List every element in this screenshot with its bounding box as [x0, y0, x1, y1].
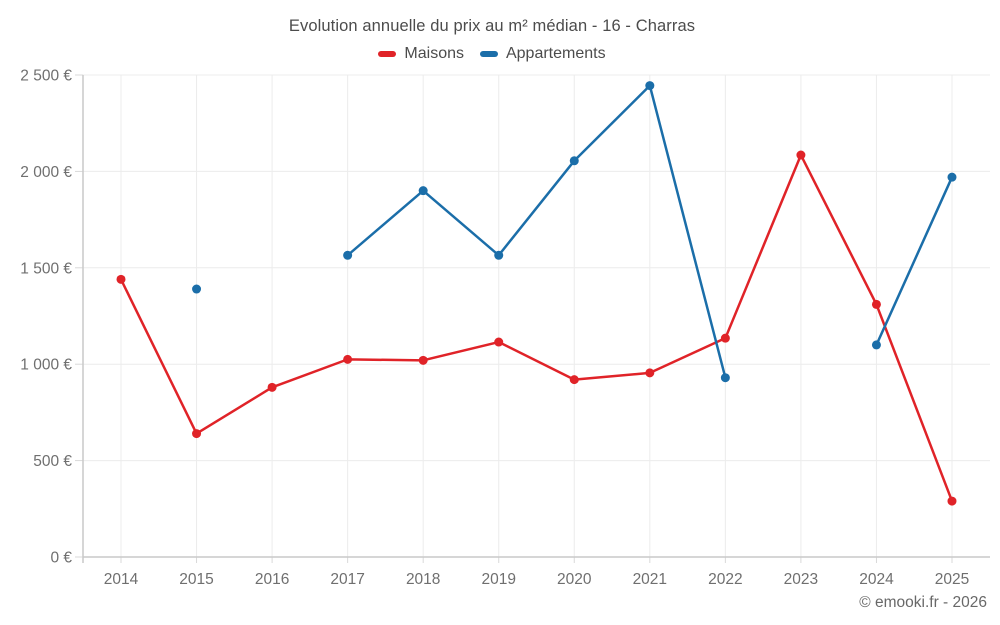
x-axis-label: 2015 [179, 571, 213, 588]
chart-legend: Maisons Appartements [0, 45, 984, 63]
data-point-maisons [796, 150, 806, 160]
appartements-swatch-icon [479, 51, 498, 57]
y-axis-label: 500 € [33, 453, 72, 470]
x-axis-label: 2022 [708, 571, 742, 588]
x-axis-label: 2016 [255, 571, 289, 588]
data-point-maisons [116, 274, 126, 284]
y-axis-label: 1 500 € [20, 260, 72, 277]
data-point-appartements [343, 250, 353, 260]
data-point-appartements [192, 284, 202, 294]
data-point-maisons [418, 355, 428, 365]
data-point-appartements [418, 186, 428, 196]
x-axis-label: 2017 [330, 571, 364, 588]
data-point-maisons [267, 382, 277, 392]
data-point-appartements [645, 81, 655, 91]
data-point-appartements [871, 340, 881, 350]
chart-title: Evolution annuelle du prix au m² médian … [288, 17, 696, 35]
data-point-maisons [192, 429, 202, 439]
series-line-appartements [875, 175, 954, 347]
data-point-maisons [569, 375, 579, 385]
data-point-maisons [645, 368, 655, 378]
data-point-appartements [494, 250, 504, 260]
x-axis-label: 2021 [633, 571, 667, 588]
legend-item-maisons[interactable]: Maisons [378, 45, 464, 63]
data-point-appartements [720, 373, 730, 383]
y-axis-label: 0 € [50, 550, 72, 567]
data-point-maisons [494, 337, 504, 347]
data-point-maisons [343, 354, 353, 364]
y-axis-label: 2 000 € [20, 164, 72, 181]
maisons-swatch-icon [378, 51, 397, 57]
data-point-appartements [569, 156, 579, 166]
data-point-appartements [947, 172, 957, 182]
attribution: © emooki.fr - 2026 [859, 594, 987, 611]
x-axis-label: 2018 [406, 571, 440, 588]
x-axis-label: 2024 [859, 571, 894, 588]
x-axis-label: 2025 [935, 571, 969, 588]
x-axis-label: 2019 [481, 571, 515, 588]
legend-item-appartements[interactable]: Appartements [479, 45, 606, 63]
y-axis-label: 1 000 € [20, 357, 72, 374]
y-axis-label: 2 500 € [20, 68, 72, 85]
data-point-maisons [720, 333, 730, 343]
series-line-maisons [119, 153, 954, 503]
data-point-maisons [947, 496, 957, 506]
legend-label-appartements: Appartements [505, 45, 606, 62]
series-line-appartements [346, 84, 727, 379]
legend-label-maisons: Maisons [404, 45, 464, 62]
data-point-maisons [871, 299, 881, 309]
x-axis-label: 2023 [784, 571, 818, 588]
x-axis-label: 2020 [557, 571, 592, 588]
x-axis-label: 2014 [104, 571, 139, 588]
